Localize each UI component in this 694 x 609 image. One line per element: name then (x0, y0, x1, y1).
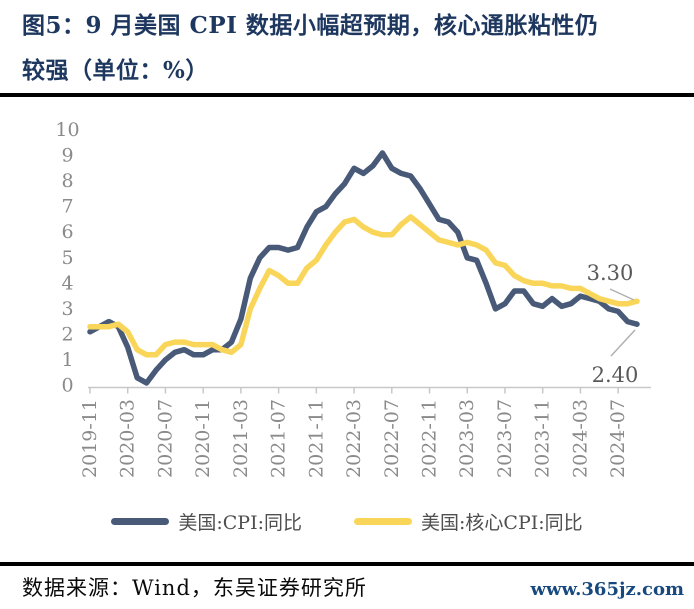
core-cpi-line-swatch (354, 518, 412, 525)
x-tick-label: 2022-11 (419, 399, 441, 478)
x-tick-label: 2020-07 (154, 399, 176, 478)
top-divider (0, 93, 694, 97)
bottom-divider (0, 562, 694, 566)
y-tick-label: 3 (61, 298, 73, 320)
cpi-end-label: 2.40 (592, 363, 639, 387)
x-tick-label: 2021-07 (268, 399, 290, 478)
y-tick-label: 8 (61, 170, 73, 192)
y-tick-label: 10 (55, 119, 79, 141)
legend-label-cpi: 美国:CPI:同比 (178, 512, 302, 534)
y-tick-label: 4 (61, 272, 73, 294)
y-tick-label: 1 (61, 349, 73, 371)
x-tick-label: 2022-03 (343, 399, 365, 478)
x-axis-labels: 2019-11 2020-03 2020-07 2020-11 2021-03 2021-… (79, 387, 629, 478)
y-axis-labels: 0 1 2 3 4 5 6 7 8 9 10 (55, 119, 79, 397)
legend-label-core-cpi: 美国:核心CPI:同比 (421, 512, 583, 534)
x-tick-label: 2023-11 (532, 399, 554, 478)
cpi-line-swatch (111, 518, 170, 525)
y-tick-label: 0 (61, 375, 73, 397)
y-tick-label: 9 (61, 145, 73, 167)
x-tick-label: 2019-11 (79, 399, 101, 478)
x-tick-label: 2020-11 (192, 399, 214, 478)
x-tick-label: 2021-11 (305, 399, 327, 478)
data-source: 数据来源：Wind，东吴证券研究所 (22, 576, 367, 600)
site-link[interactable]: www.365jz.com (530, 579, 684, 600)
figure-title-line1: 图5：9 月美国 CPI 数据小幅超预期，核心通胀粘性仍 (22, 12, 599, 39)
x-tick-label: 2023-07 (494, 399, 516, 478)
legend-item-core-cpi: 美国:核心CPI:同比 (354, 508, 583, 535)
leader-line-cpi (610, 329, 636, 357)
x-tick-label: 2022-07 (381, 399, 403, 478)
y-tick-label: 2 (61, 323, 73, 345)
series-lines (87, 150, 640, 386)
line-core-cpi (87, 214, 640, 358)
x-tick-label: 2024-03 (569, 399, 591, 478)
cpi-line-chart: 0 1 2 3 4 5 6 7 8 9 10 2019-11 2020-03 2020-07 2020-1… (55, 119, 651, 478)
legend-item-cpi: 美国:CPI:同比 (111, 508, 302, 535)
x-tick-label: 2023-03 (456, 399, 478, 478)
footer: 数据来源：Wind，东吴证券研究所 www.365jz.com (22, 572, 684, 602)
x-tick-label: 2024-07 (607, 399, 629, 478)
figure-title: 图5：9 月美国 CPI 数据小幅超预期，核心通胀粘性仍 较强（单位：%） (22, 3, 682, 93)
x-tick-label: 2020-03 (117, 399, 139, 478)
line-cpi (87, 150, 640, 386)
figure-title-line2: 较强（单位：%） (22, 57, 209, 84)
core-cpi-end-label: 3.30 (587, 261, 634, 285)
y-tick-label: 6 (61, 221, 73, 243)
y-tick-label: 5 (61, 247, 73, 269)
x-tick-label: 2021-03 (230, 399, 252, 478)
legend: 美国:CPI:同比 美国:核心CPI:同比 (0, 508, 694, 535)
y-tick-label: 7 (61, 196, 73, 218)
leader-line-core-cpi (609, 288, 635, 301)
